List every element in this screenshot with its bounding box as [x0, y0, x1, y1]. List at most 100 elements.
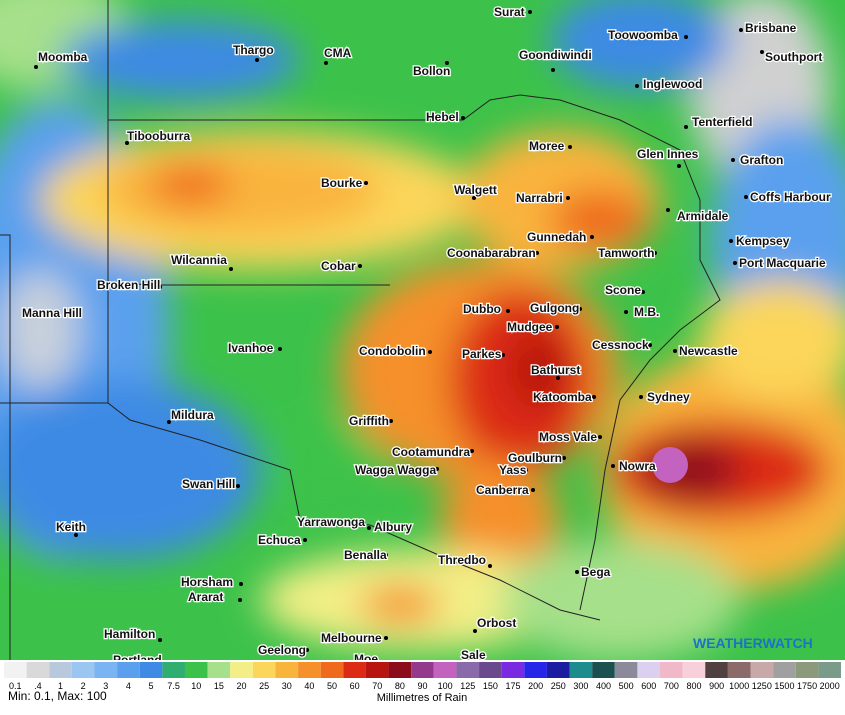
legend-swatch	[524, 662, 547, 678]
place-dot	[578, 307, 582, 311]
place-dot	[731, 158, 735, 162]
legend-label: 300	[573, 681, 588, 691]
legend-label: 4	[126, 681, 131, 691]
place-dot	[367, 526, 371, 530]
legend-swatch	[682, 662, 706, 678]
place-dot	[303, 538, 307, 542]
legend-label: 1250	[752, 681, 772, 691]
legend-label: 50	[327, 681, 337, 691]
place-label: Moree	[529, 139, 565, 153]
legend-swatch	[162, 662, 185, 678]
legend-swatch	[26, 662, 50, 678]
place-dot	[729, 239, 733, 243]
legend-label: 60	[350, 681, 360, 691]
place-label: Manna Hill	[22, 306, 82, 320]
legend-label: 7.5	[167, 681, 180, 691]
place-dot	[531, 488, 535, 492]
place-label: Katoomba	[533, 390, 592, 404]
legend-swatch	[773, 662, 796, 678]
legend-label: 80	[395, 681, 405, 691]
place-label: Thargo	[233, 43, 274, 57]
legend-label: 175	[505, 681, 520, 691]
place-label: Kempsey	[736, 234, 790, 248]
place-dot	[255, 58, 259, 62]
legend-label: 2000	[820, 681, 840, 691]
place-dot	[611, 464, 615, 468]
place-dot	[506, 309, 510, 313]
legend-swatch	[456, 662, 480, 678]
place-label: Wilcannia	[171, 253, 227, 267]
legend-label: 15	[214, 681, 224, 691]
place-dot	[236, 484, 240, 488]
place-dot	[158, 285, 162, 289]
legend-swatch	[4, 662, 27, 678]
place-dot	[568, 145, 572, 149]
legend-label: 900	[709, 681, 724, 691]
place-dot	[562, 456, 566, 460]
place-dot	[488, 564, 492, 568]
place-label: Tenterfield	[692, 115, 752, 129]
place-dot	[598, 435, 602, 439]
legend-label: 10	[191, 681, 201, 691]
place-label: Cootamundra	[392, 445, 470, 459]
legend-label: 1000	[729, 681, 749, 691]
place-dot	[445, 61, 449, 65]
legend-title: Millimetres of Rain	[377, 692, 467, 704]
place-dot	[641, 290, 645, 294]
legend-swatch	[660, 662, 683, 678]
legend-label: 30	[282, 681, 292, 691]
legend-swatch	[184, 662, 208, 678]
legend-label: 100	[438, 681, 453, 691]
place-label: Broken Hill	[97, 278, 160, 292]
place-dot	[239, 582, 243, 586]
place-dot	[358, 264, 362, 268]
place-label: Cessnock	[592, 338, 649, 352]
place-dot	[556, 376, 560, 380]
place-dot	[501, 353, 505, 357]
place-dot	[74, 533, 78, 537]
place-dot	[528, 10, 532, 14]
legend-swatch	[320, 662, 344, 678]
legend-label: 200	[528, 681, 543, 691]
place-dot	[760, 50, 764, 54]
place-dot	[684, 35, 688, 39]
legend-swatch	[592, 662, 615, 678]
legend-label: 3	[103, 681, 108, 691]
place-label: Yass	[499, 463, 527, 477]
legend-label: 500	[619, 681, 634, 691]
place-label: CMA	[324, 46, 352, 60]
legend-label: 1500	[774, 681, 794, 691]
logo: WEATHERWATCH	[693, 635, 813, 651]
legend-swatch	[750, 662, 774, 678]
place-label: Wagga Wagga	[355, 463, 436, 477]
place-label: Brisbane	[745, 21, 797, 35]
legend-swatch	[705, 662, 728, 678]
legend-label: 25	[259, 681, 269, 691]
place-label: Canberra	[476, 483, 529, 497]
legend-label: 400	[596, 681, 611, 691]
place-label: Narrabri	[516, 191, 563, 205]
place-dot	[158, 638, 162, 642]
place-label: Scone	[605, 283, 641, 297]
place-label: Bathurst	[531, 363, 580, 377]
place-label: Condobolin	[359, 344, 426, 358]
legend-label: 800	[686, 681, 701, 691]
legend-swatch	[501, 662, 525, 678]
place-label: Swan Hill	[182, 477, 235, 491]
place-dot	[389, 419, 393, 423]
place-label: Thredbo	[438, 553, 486, 567]
place-dot	[592, 395, 596, 399]
place-dot	[461, 116, 465, 120]
place-dot	[364, 181, 368, 185]
legend-label: .4	[34, 681, 42, 691]
place-dot	[673, 349, 677, 353]
place-dot	[384, 553, 388, 557]
place-dot	[238, 598, 242, 602]
legend-swatch	[637, 662, 661, 678]
place-label: Gunnedah	[527, 230, 586, 244]
legend-swatch	[795, 662, 819, 678]
place-label: Glen Innes	[637, 147, 699, 161]
place-dot	[590, 235, 594, 239]
rain-field	[0, 0, 845, 660]
